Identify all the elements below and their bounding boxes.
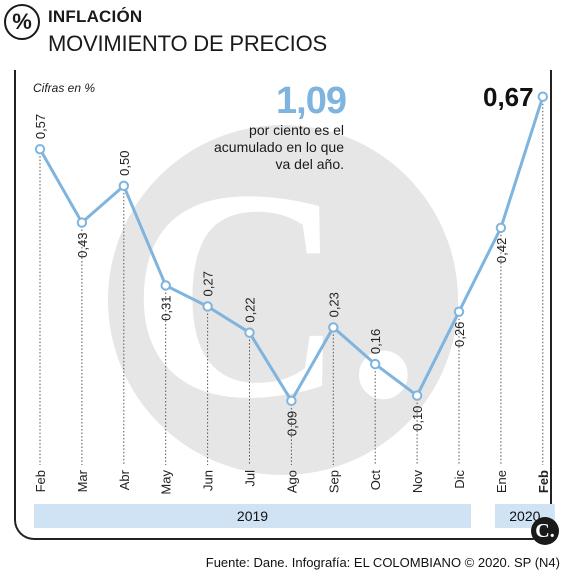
data-point <box>118 180 130 192</box>
category-label: Jun <box>201 470 216 491</box>
data-point <box>537 91 548 102</box>
data-point <box>411 390 423 401</box>
value-label: 0,09 <box>284 411 299 436</box>
value-label: 0,57 <box>33 114 48 139</box>
data-point <box>453 306 465 317</box>
year-label: 2019 <box>237 508 268 524</box>
category-label: Oct <box>368 470 383 491</box>
category-label: Abr <box>117 469 132 490</box>
accumulated-text: por ciento es el acumulado en lo que va … <box>214 122 344 172</box>
data-point <box>34 143 46 155</box>
el-colombiano-logo: C. <box>531 517 559 545</box>
value-label: 0,10 <box>410 406 425 431</box>
category-label: Dic <box>452 470 467 489</box>
value-label: 0,26 <box>452 322 467 347</box>
category-label: Nov <box>410 470 425 494</box>
watermark-logo: C. <box>108 125 458 475</box>
units-note: Cifras en % <box>33 81 96 95</box>
source-footer: Fuente: Dane. Infografía: EL COLOMBIANO … <box>205 555 560 570</box>
value-label: 0,31 <box>159 295 174 320</box>
value-label: 0,27 <box>201 271 216 296</box>
section-label: INFLACIÓN <box>48 7 143 26</box>
data-point <box>370 358 381 370</box>
data-point <box>328 322 339 333</box>
value-label: 0,23 <box>326 292 341 317</box>
category-label: Mar <box>75 469 90 492</box>
value-label: 0,42 <box>494 238 509 263</box>
data-point <box>202 301 213 312</box>
year-band <box>34 504 471 528</box>
category-label: Feb <box>33 470 48 492</box>
value-label: 0,50 <box>117 151 132 176</box>
data-point <box>495 222 507 234</box>
value-label: 0,22 <box>243 297 258 322</box>
value-label: 0,43 <box>75 233 90 258</box>
category-label: Ago <box>284 470 299 493</box>
accumulated-value: 1,09 <box>276 80 347 122</box>
data-point <box>76 217 88 228</box>
data-point <box>244 327 255 338</box>
chart-frame <box>14 70 552 540</box>
svg-text:C.: C. <box>129 128 421 460</box>
data-point <box>160 280 171 291</box>
value-label: 0,16 <box>368 329 383 354</box>
data-point <box>286 395 297 407</box>
percent-icon: % <box>4 4 40 40</box>
category-label: Feb <box>536 470 551 493</box>
category-label: May <box>159 470 174 495</box>
category-label: Ene <box>494 470 509 493</box>
year-label: 2020 <box>509 508 540 524</box>
chart-headline: MOVIMIENTO DE PRECIOS <box>48 31 327 56</box>
category-label: Sep <box>326 470 341 493</box>
latest-value-callout: 0,67 <box>483 82 534 112</box>
category-label: Jul <box>243 470 258 487</box>
